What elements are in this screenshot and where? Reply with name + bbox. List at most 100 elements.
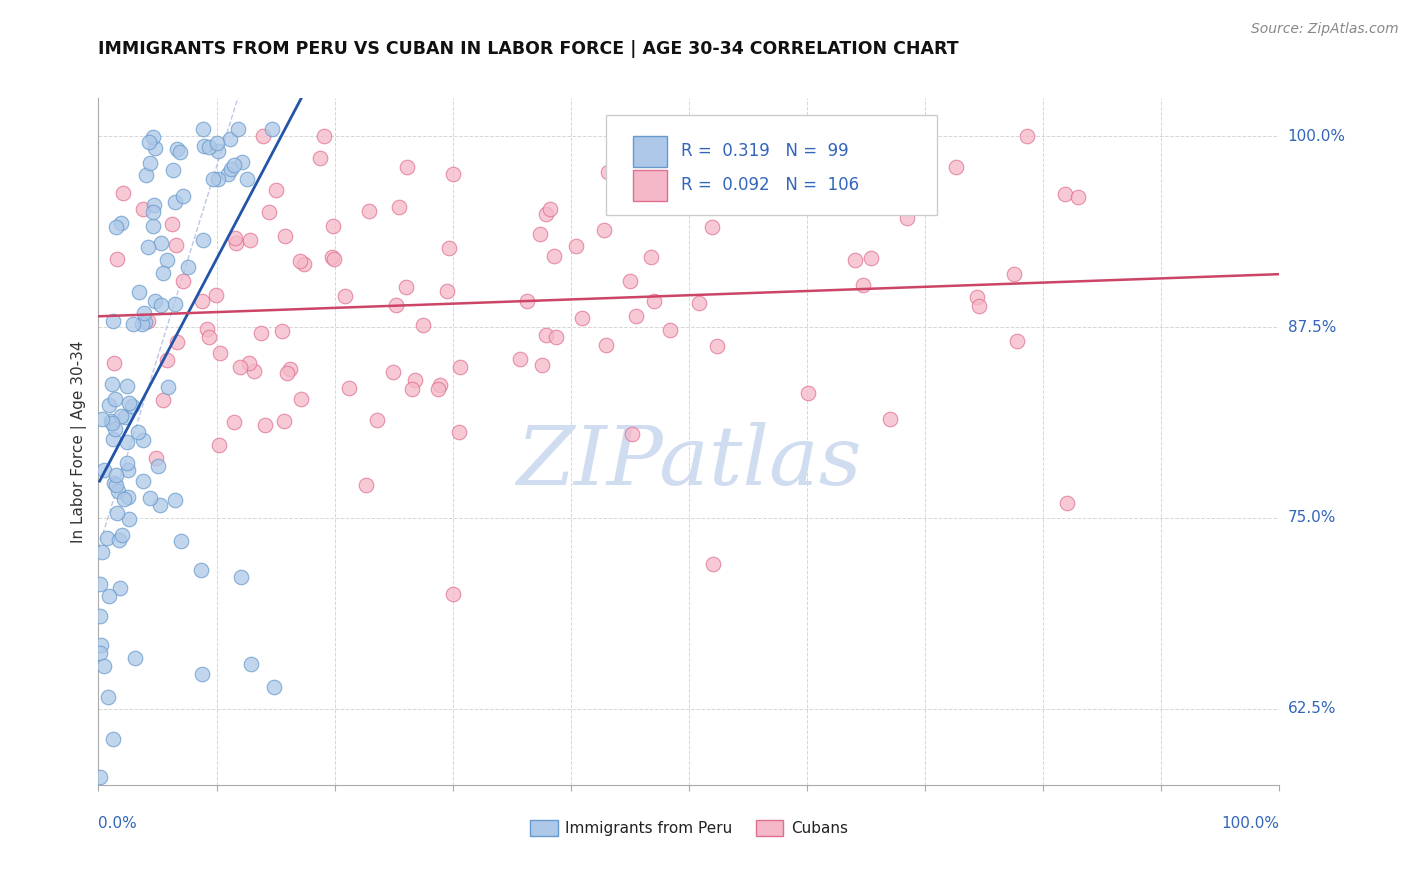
Point <box>384 297 406 311</box>
Point <box>264 183 287 197</box>
Point <box>89 608 111 623</box>
Point <box>121 400 143 414</box>
Point <box>228 121 250 136</box>
Point <box>170 534 193 549</box>
Y-axis label: In Labor Force | Age 30-34: In Labor Force | Age 30-34 <box>72 340 87 543</box>
Point <box>97 398 120 412</box>
Point <box>107 533 129 548</box>
Point <box>1015 129 1038 144</box>
Point <box>209 345 232 359</box>
Point <box>225 235 247 250</box>
Point <box>198 140 221 154</box>
Point <box>101 416 124 430</box>
Point <box>595 338 617 352</box>
Point <box>118 512 141 526</box>
Point <box>636 184 658 198</box>
Point <box>335 289 357 303</box>
Point <box>546 329 568 343</box>
Point <box>165 238 187 252</box>
Point <box>263 680 285 694</box>
Point <box>142 129 165 144</box>
Point <box>449 425 471 439</box>
Point <box>278 362 301 376</box>
Point <box>136 314 159 328</box>
Point <box>163 297 186 311</box>
Point <box>427 382 450 396</box>
Point <box>150 298 173 312</box>
Point <box>93 463 115 477</box>
Point <box>395 279 418 293</box>
Point <box>169 145 191 159</box>
Point <box>436 284 458 298</box>
Point <box>441 167 464 181</box>
Point <box>121 318 143 332</box>
Point <box>190 563 212 577</box>
Text: R =  0.092   N =  106: R = 0.092 N = 106 <box>681 177 859 194</box>
Point <box>105 252 128 266</box>
Point <box>229 360 252 375</box>
Point <box>100 414 122 428</box>
Point <box>271 324 294 338</box>
Point <box>166 334 188 349</box>
Point <box>1067 190 1090 204</box>
Point <box>149 499 172 513</box>
Point <box>112 186 135 200</box>
Point <box>967 299 990 313</box>
Point <box>193 139 215 153</box>
Point <box>534 327 557 342</box>
Point <box>131 433 153 447</box>
Point <box>96 531 118 545</box>
Point <box>273 414 295 428</box>
Point <box>138 491 160 506</box>
Point <box>89 770 111 784</box>
Point <box>163 492 186 507</box>
Point <box>624 309 647 323</box>
Point <box>152 266 174 280</box>
Point <box>205 136 228 150</box>
Point <box>177 260 200 274</box>
Point <box>243 363 266 377</box>
Point <box>143 141 166 155</box>
Point <box>945 160 967 174</box>
Point <box>152 392 174 407</box>
Point <box>321 250 343 264</box>
Point <box>201 172 224 186</box>
Point <box>404 373 426 387</box>
Point <box>90 638 112 652</box>
Point <box>262 121 284 136</box>
Point <box>91 544 114 558</box>
Point <box>97 589 120 603</box>
Point <box>529 227 551 241</box>
Point <box>157 380 180 394</box>
Point <box>254 418 277 433</box>
Point <box>844 253 866 268</box>
Point <box>613 198 636 212</box>
Point <box>93 659 115 673</box>
Point <box>441 587 464 601</box>
Point <box>142 198 165 212</box>
Text: 87.5%: 87.5% <box>1288 319 1336 334</box>
Point <box>322 219 344 233</box>
Text: ZIPatlas: ZIPatlas <box>516 422 862 502</box>
Point <box>259 204 281 219</box>
Point <box>236 172 259 186</box>
Point <box>103 392 125 407</box>
Text: 62.5%: 62.5% <box>1288 701 1336 716</box>
Point <box>208 438 231 452</box>
Point <box>290 392 312 406</box>
Point <box>134 315 156 329</box>
Text: IMMIGRANTS FROM PERU VS CUBAN IN LABOR FORCE | AGE 30-34 CORRELATION CHART: IMMIGRANTS FROM PERU VS CUBAN IN LABOR F… <box>98 40 959 58</box>
Point <box>132 306 155 320</box>
Point <box>139 156 162 170</box>
Point <box>217 168 239 182</box>
Point <box>117 435 139 450</box>
Point <box>565 239 588 253</box>
Point <box>702 219 724 234</box>
Point <box>312 129 335 144</box>
Point <box>851 277 873 292</box>
Point <box>538 202 561 216</box>
Point <box>231 154 253 169</box>
Point <box>593 223 616 237</box>
Point <box>104 220 127 235</box>
Point <box>273 228 295 243</box>
